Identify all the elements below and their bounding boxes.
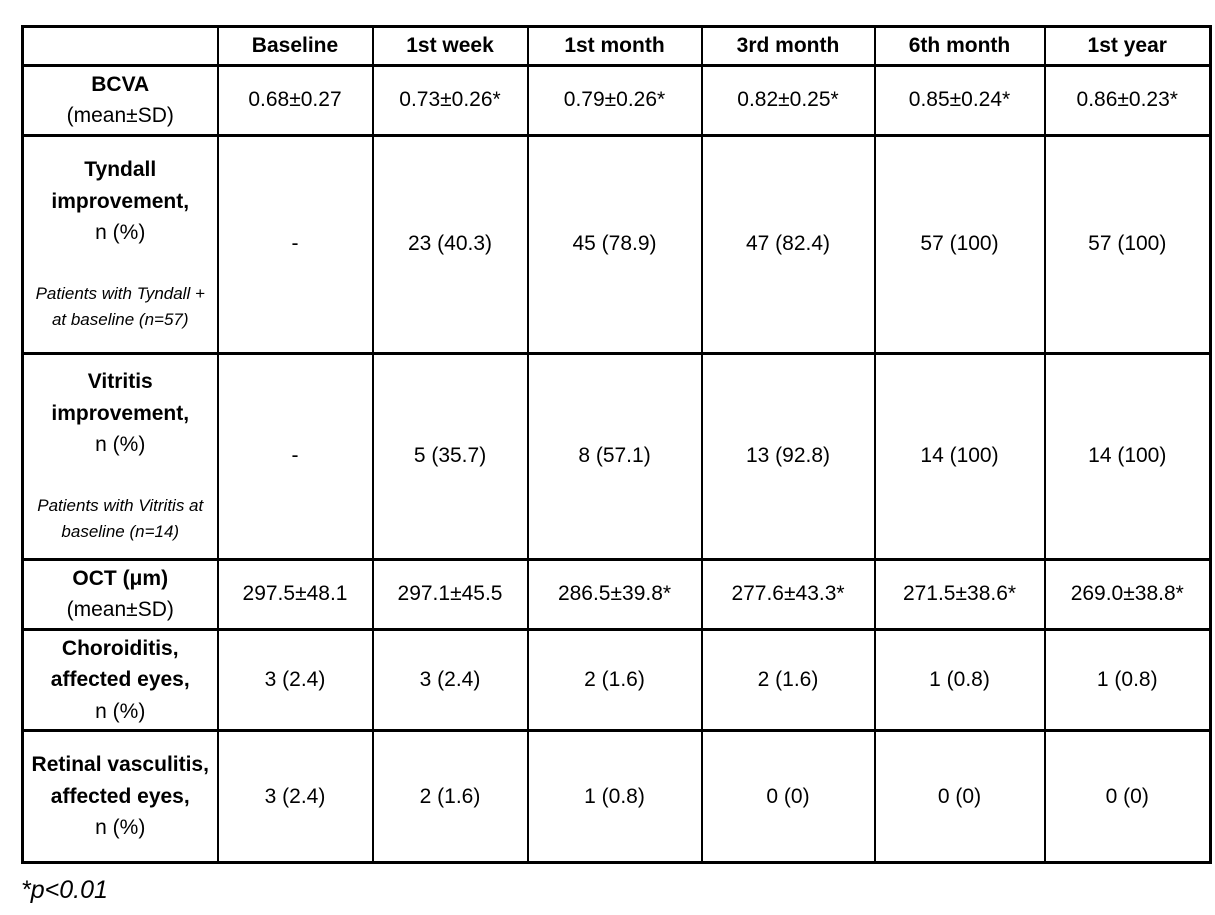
cell: 297.5±48.1 bbox=[216, 557, 374, 631]
cell: 2 (1.6) bbox=[371, 729, 529, 864]
cell: 8 (57.1) bbox=[526, 351, 703, 561]
col-header-6th-month: 6th month bbox=[873, 25, 1046, 67]
table-row-vitritis: Vitritis improvement, n (%) Patients wit… bbox=[21, 351, 1212, 561]
row-label-regular: (mean±SD) bbox=[66, 104, 174, 127]
table-row-retinal-vasculitis: Retinal vasculitis, affected eyes, n (%)… bbox=[21, 729, 1212, 864]
cell: 13 (92.8) bbox=[700, 351, 876, 561]
cell: 14 (100) bbox=[873, 351, 1046, 561]
cell: 0 (0) bbox=[1043, 729, 1212, 864]
cell: 45 (78.9) bbox=[526, 133, 703, 355]
cell: - bbox=[216, 351, 374, 561]
cell: 269.0±38.8* bbox=[1043, 557, 1212, 631]
row-label-bold: Choroiditis, affected eyes, bbox=[50, 636, 190, 692]
row-label-bcva: BCVA (mean±SD) bbox=[21, 63, 219, 137]
cell: 1 (0.8) bbox=[526, 729, 703, 864]
row-label-regular: n (%) bbox=[95, 816, 146, 840]
cell: 57 (100) bbox=[1043, 133, 1212, 355]
significance-footnote: *p<0.01 bbox=[21, 876, 108, 904]
cell: 271.5±38.6* bbox=[873, 557, 1046, 631]
row-label-note: Patients with Vitritis at baseline (n=14… bbox=[37, 495, 204, 542]
cell: 3 (2.4) bbox=[371, 627, 529, 732]
cell: 0.73±0.26* bbox=[371, 63, 529, 137]
cell: 47 (82.4) bbox=[700, 133, 876, 355]
cell: 2 (1.6) bbox=[700, 627, 876, 732]
row-label-oct: OCT (μm) (mean±SD) bbox=[21, 557, 219, 631]
cell: - bbox=[216, 133, 374, 355]
cell: 1 (0.8) bbox=[873, 627, 1046, 732]
row-label-regular: n (%) bbox=[95, 433, 146, 457]
col-header-empty bbox=[21, 25, 219, 67]
clinical-outcomes-table: Baseline 1st week 1st month 3rd month 6t… bbox=[21, 25, 1212, 864]
cell: 0.85±0.24* bbox=[873, 63, 1046, 137]
table-row-oct: OCT (μm) (mean±SD) 297.5±48.1 297.1±45.5… bbox=[21, 557, 1212, 631]
cell: 5 (35.7) bbox=[371, 351, 529, 561]
row-label-bold: BCVA bbox=[91, 72, 150, 96]
table-row-tyndall: Tyndall improvement, n (%) Patients with… bbox=[21, 133, 1212, 355]
table-row-bcva: BCVA (mean±SD) 0.68±0.27 0.73±0.26* 0.79… bbox=[21, 63, 1212, 137]
cell: 0 (0) bbox=[700, 729, 876, 864]
cell: 286.5±39.8* bbox=[526, 557, 703, 631]
cell: 2 (1.6) bbox=[526, 627, 703, 732]
col-header-3rd-month: 3rd month bbox=[700, 25, 876, 67]
cell: 3 (2.4) bbox=[216, 729, 374, 864]
cell: 14 (100) bbox=[1043, 351, 1212, 561]
row-label-vitritis: Vitritis improvement, n (%) Patients wit… bbox=[21, 351, 219, 561]
cell: 297.1±45.5 bbox=[371, 557, 529, 631]
row-label-regular: (mean±SD) bbox=[66, 598, 174, 621]
header-row: Baseline 1st week 1st month 3rd month 6t… bbox=[21, 25, 1212, 67]
cell: 3 (2.4) bbox=[216, 627, 374, 732]
cell: 277.6±43.3* bbox=[700, 557, 876, 631]
table-row-choroiditis: Choroiditis, affected eyes, n (%) 3 (2.4… bbox=[21, 627, 1212, 732]
row-label-bold: Retinal vasculitis, affected eyes, bbox=[31, 753, 209, 808]
row-label-bold: Vitritis improvement, bbox=[51, 370, 190, 425]
row-label-choroiditis: Choroiditis, affected eyes, n (%) bbox=[21, 627, 219, 732]
cell: 0.82±0.25* bbox=[700, 63, 876, 137]
cell: 0 (0) bbox=[873, 729, 1046, 864]
cell: 1 (0.8) bbox=[1043, 627, 1212, 732]
col-header-1st-week: 1st week bbox=[371, 25, 529, 67]
row-label-regular: n (%) bbox=[95, 699, 146, 723]
row-label-tyndall: Tyndall improvement, n (%) Patients with… bbox=[21, 133, 219, 355]
cell: 57 (100) bbox=[873, 133, 1046, 355]
col-header-1st-month: 1st month bbox=[526, 25, 703, 67]
cell: 0.79±0.26* bbox=[526, 63, 703, 137]
cell: 0.86±0.23* bbox=[1043, 63, 1212, 137]
row-label-note: Patients with Tyndall + at baseline (n=5… bbox=[35, 283, 205, 330]
col-header-1st-year: 1st year bbox=[1043, 25, 1212, 67]
row-label-retinal-vasculitis: Retinal vasculitis, affected eyes, n (%) bbox=[21, 729, 219, 864]
cell: 0.68±0.27 bbox=[216, 63, 374, 137]
col-header-baseline: Baseline bbox=[216, 25, 374, 67]
row-label-regular: n (%) bbox=[95, 221, 146, 245]
row-label-bold: OCT (μm) bbox=[72, 566, 169, 590]
row-label-bold: Tyndall improvement, bbox=[51, 158, 190, 213]
cell: 23 (40.3) bbox=[371, 133, 529, 355]
